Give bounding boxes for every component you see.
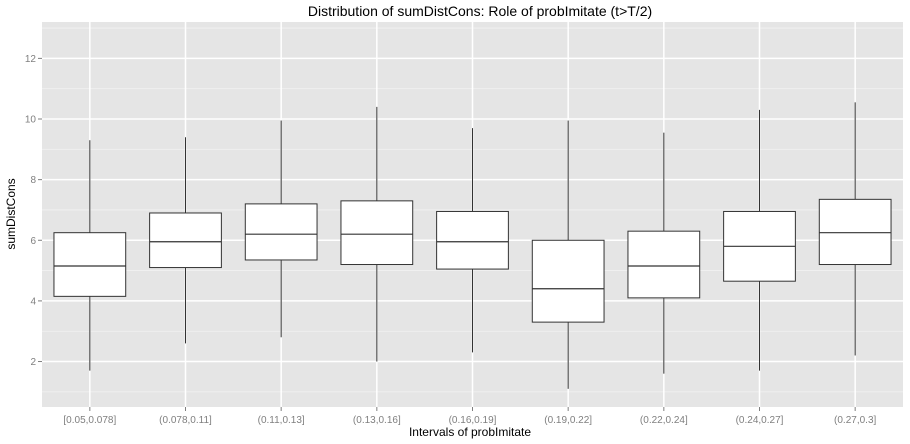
- box-iqr: [340, 200, 414, 266]
- box-group: [244, 120, 318, 338]
- x-axis-ticks: [0.05,0.078] (0.078,0.11] (0.11,0.13] (0.13…: [63, 407, 877, 426]
- x-tick-label: (0.24,0.27]: [736, 415, 784, 426]
- chart-title: Distribution of sumDistCons: Role of pro…: [308, 3, 652, 19]
- x-tick-label: (0.11,0.13]: [258, 415, 305, 426]
- y-tick-label: 6: [30, 236, 36, 247]
- x-tick-label: (0.19,0.22]: [544, 415, 592, 426]
- box-group: [436, 128, 509, 353]
- x-tick-label: (0.22,0.24]: [640, 415, 688, 426]
- box-iqr: [244, 203, 318, 261]
- x-tick-label: (0.27,0.3]: [834, 415, 876, 426]
- y-axis-title: sumDistCons: [4, 178, 18, 249]
- box-iqr: [53, 232, 127, 297]
- box-group: [818, 102, 892, 356]
- box-iqr: [627, 230, 701, 299]
- y-axis-ticks: 2 4 6 8 10 12: [25, 54, 42, 368]
- x-axis-title: Intervals of probImitate: [409, 425, 531, 439]
- x-tick-label: (0.16,0.19]: [449, 415, 497, 426]
- box-group: [340, 106, 414, 362]
- y-tick-label: 12: [25, 54, 37, 65]
- x-tick-label: (0.078,0.11]: [159, 415, 212, 426]
- box-iqr: [818, 198, 892, 266]
- box-group: [627, 132, 701, 374]
- y-tick-label: 10: [25, 115, 37, 126]
- box-iqr: [149, 212, 222, 269]
- y-tick-label: 4: [30, 296, 36, 307]
- box-iqr: [436, 210, 509, 270]
- box-group: [149, 137, 222, 344]
- x-tick-label: (0.13,0.16]: [353, 415, 401, 426]
- boxes: [53, 102, 892, 389]
- box-iqr: [531, 239, 605, 323]
- x-tick-label: [0.05,0.078]: [63, 415, 116, 426]
- y-tick-label: 2: [30, 357, 36, 368]
- box-group: [53, 140, 127, 371]
- box-group: [723, 109, 796, 371]
- y-tick-label: 8: [30, 175, 36, 186]
- box-group: [531, 120, 605, 389]
